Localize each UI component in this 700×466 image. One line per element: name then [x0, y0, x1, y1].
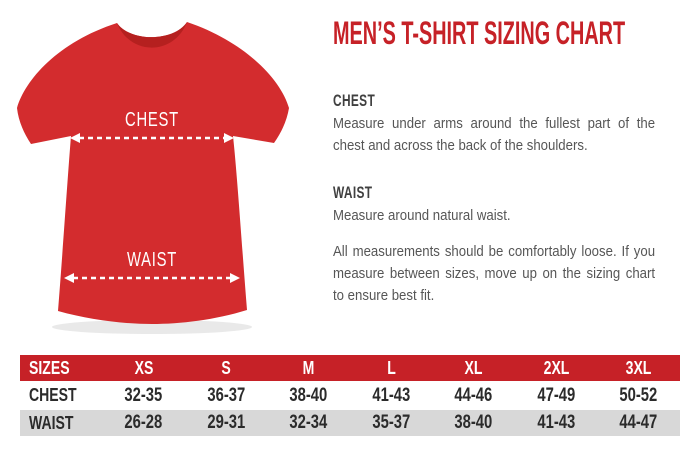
tshirt-body — [17, 22, 289, 324]
table-cell: 44-47 — [597, 408, 680, 436]
table-cell: 29-31 — [185, 408, 268, 436]
waist-label-on-shirt: WAIST — [126, 249, 178, 271]
table-cell: 41-43 — [350, 381, 433, 409]
table-cell: 38-40 — [267, 381, 350, 409]
table-header-cell: 2XL — [543, 357, 570, 378]
table-header-cell: XL — [464, 357, 483, 378]
table-header-cell: M — [302, 357, 315, 378]
table-row-label: WAIST — [20, 408, 103, 436]
waist-measure-arrow — [64, 273, 240, 283]
table-cell: 26-28 — [102, 408, 185, 436]
tshirt-graphic — [17, 22, 289, 334]
table-header-cell: XS — [134, 357, 154, 378]
table-header-cell: L — [386, 357, 396, 378]
table-row-label: CHEST — [20, 381, 103, 409]
tshirt-shadow — [52, 320, 252, 334]
table-cell: 38-40 — [432, 408, 515, 436]
table-cell: 32-34 — [267, 408, 350, 436]
page-title: MEN’S T-SHIRT SIZING CHART — [333, 15, 626, 51]
table-header-cell: 3XL — [625, 357, 652, 378]
table-header-cell: SIZES — [29, 357, 70, 378]
fit-note: All measurements should be comfortably l… — [333, 243, 656, 304]
info-panel: MEN’S T-SHIRT SIZING CHART CHEST Measure… — [333, 16, 678, 307]
tshirt-collar — [117, 22, 187, 48]
chest-label-on-shirt: CHEST — [125, 109, 179, 131]
chest-section: CHEST Measure under arms around the full… — [333, 91, 678, 157]
waist-section-heading: WAIST — [333, 183, 373, 202]
table-cell: 50-52 — [597, 381, 680, 409]
table-header-cell: S — [221, 357, 231, 378]
table-cell: 32-35 — [102, 381, 185, 409]
chest-section-body: Measure under arms around the fullest pa… — [333, 115, 656, 154]
table-cell: 35-37 — [350, 408, 433, 436]
table-cell: 41-43 — [515, 408, 598, 436]
sizing-table: SIZES XS S M L XL 2XL 3XL CHEST 32-35 36… — [20, 355, 680, 436]
chest-measure-arrow — [70, 133, 234, 143]
chest-section-heading: CHEST — [333, 91, 376, 110]
waist-section-body: Measure around natural waist. — [333, 207, 511, 224]
table-cell: 36-37 — [185, 381, 268, 409]
table-cell: 44-46 — [432, 381, 515, 409]
table-row-chest: CHEST 32-35 36-37 38-40 41-43 44-46 47-4… — [20, 381, 680, 409]
sizing-table-header: SIZES XS S M L XL 2XL 3XL — [20, 355, 680, 382]
table-cell: 47-49 — [515, 381, 598, 409]
tshirt-illustration: CHEST WAIST — [0, 0, 320, 345]
table-row-waist: WAIST 26-28 29-31 32-34 35-37 38-40 41-4… — [20, 408, 680, 436]
table-header-row: SIZES XS S M L XL 2XL 3XL — [20, 355, 680, 382]
waist-section: WAIST Measure around natural waist. — [333, 183, 678, 227]
